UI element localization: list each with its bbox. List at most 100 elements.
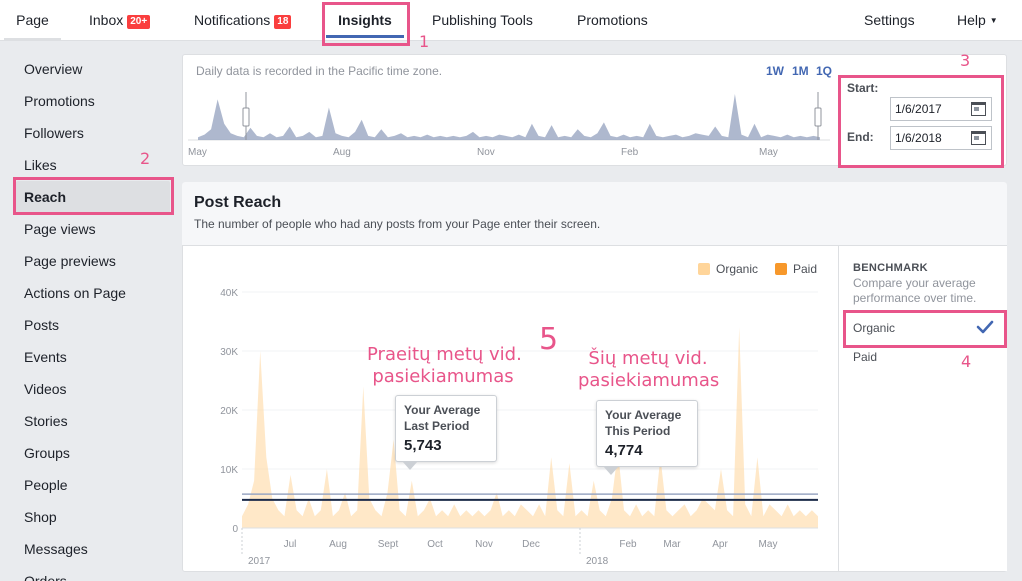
sidebar-item-shop[interactable]: Shop xyxy=(24,509,57,525)
annotation-last-period-note: Praeitų metų vid. pasiekiamumas xyxy=(367,344,522,388)
settings-label: Settings xyxy=(864,12,915,28)
sidebar-item-people[interactable]: People xyxy=(24,477,68,493)
sidebar-item-events[interactable]: Events xyxy=(24,349,67,365)
tab-label: Promotions xyxy=(577,12,648,28)
this-period-average-tooltip: Your Average This Period 4,774 xyxy=(596,400,698,475)
x-tick-label: Sept xyxy=(378,539,399,550)
top-navigation: Page Inbox 20+ Notifications 18 Insights P… xyxy=(0,0,1022,41)
timeline-minimap[interactable] xyxy=(188,88,830,144)
tab-promotions[interactable]: Promotions xyxy=(577,0,648,40)
tooltip-line: Your Average xyxy=(605,408,682,422)
benchmark-option-paid[interactable]: Paid xyxy=(853,350,878,364)
legend-paid[interactable]: Paid xyxy=(775,262,817,276)
legend-label: Organic xyxy=(716,262,759,276)
annotation-number: 3 xyxy=(960,51,971,70)
start-date-field[interactable]: 1/6/2017 xyxy=(890,97,992,121)
calendar-icon[interactable] xyxy=(971,102,986,116)
post-reach-chart: 0 10K 20K 30K 40K Jul Aug Sept Oct Nov Dec Feb Mar Ap… xyxy=(220,288,818,567)
calendar-icon[interactable] xyxy=(971,131,986,145)
sidebar-item-messages[interactable]: Messages xyxy=(24,541,88,557)
annotation-number: 2 xyxy=(140,149,151,168)
help-menu[interactable]: Help ▼ xyxy=(957,0,998,40)
annotation-highlight-benchmark xyxy=(843,310,1007,348)
x-tick-label: Nov xyxy=(475,539,493,550)
organic-series-area xyxy=(242,327,818,528)
y-tick-label: 30K xyxy=(220,347,238,358)
benchmark-option-organic[interactable]: Organic xyxy=(853,321,896,335)
sidebar-item-promotions[interactable]: Promotions xyxy=(24,93,95,109)
help-label: Help xyxy=(957,12,986,28)
tab-label: Insights xyxy=(338,12,392,28)
x-tick-label: Mar xyxy=(663,539,681,550)
sidebar-item-reach[interactable]: Reach xyxy=(16,181,170,213)
post-reach-description: The number of people who had any posts f… xyxy=(194,217,601,231)
checkmark-icon xyxy=(976,320,994,334)
sidebar-item-followers[interactable]: Followers xyxy=(24,125,84,141)
sidebar-item-posts[interactable]: Posts xyxy=(24,317,60,333)
annotation-line: Praeitų metų vid. xyxy=(367,344,522,365)
x-tick-label: Apr xyxy=(712,539,728,550)
legend-organic[interactable]: Organic xyxy=(698,262,758,276)
x-tick-label: Aug xyxy=(329,539,347,550)
tooltip-line: Your Average xyxy=(404,403,481,417)
minimap-series-area xyxy=(198,94,820,140)
year-label: 2017 xyxy=(248,556,271,567)
annotation-number: 1 xyxy=(419,32,430,51)
tab-notifications[interactable]: Notifications 18 xyxy=(194,0,292,40)
annotation-number: 5 xyxy=(539,322,559,357)
range-1q-button[interactable]: 1Q xyxy=(816,64,833,78)
last-period-average-tooltip: Your Average Last Period 5,743 xyxy=(395,395,497,470)
sidebar-item-stories[interactable]: Stories xyxy=(24,413,68,429)
notifications-badge: 18 xyxy=(274,15,292,29)
legend-swatch xyxy=(775,263,787,275)
settings-link[interactable]: Settings xyxy=(864,0,915,40)
x-tick-label: Jul xyxy=(284,539,297,550)
legend-swatch xyxy=(698,263,710,275)
sidebar-item-likes[interactable]: Likes xyxy=(24,157,57,173)
tab-publishing-tools[interactable]: Publishing Tools xyxy=(432,0,533,40)
tab-inbox[interactable]: Inbox 20+ xyxy=(89,0,151,40)
sidebar-item-orders[interactable]: Orders xyxy=(24,573,67,581)
sidebar-item-page-views[interactable]: Page views xyxy=(24,221,96,237)
x-tick-label: May xyxy=(759,539,778,550)
annotation-highlight-insights xyxy=(322,2,410,46)
minimap-month-label: Feb xyxy=(621,147,639,158)
range-1m-button[interactable]: 1M xyxy=(792,64,809,78)
minimap-month-label: Nov xyxy=(477,147,495,158)
tab-page[interactable]: Page xyxy=(4,0,61,40)
benchmark-description: Compare your average performance over ti… xyxy=(853,276,977,305)
inbox-badge: 20+ xyxy=(127,15,151,29)
tab-label: Inbox xyxy=(89,12,124,28)
x-tick-label: Feb xyxy=(619,539,637,550)
minimap-month-label: Aug xyxy=(333,147,351,158)
timeline-panel xyxy=(182,54,1007,166)
annotation-line: pasiekiamumas xyxy=(372,366,514,387)
tooltip-value: 5,743 xyxy=(404,437,442,454)
sidebar-item-overview[interactable]: Overview xyxy=(24,61,83,77)
end-date-value: 1/6/2018 xyxy=(895,131,942,145)
x-tick-label: Oct xyxy=(427,539,443,550)
y-tick-label: 0 xyxy=(232,524,238,535)
y-tick-label: 20K xyxy=(220,406,238,417)
post-reach-header xyxy=(182,182,1007,246)
benchmark-panel xyxy=(838,246,1007,571)
end-date-field[interactable]: 1/6/2018 xyxy=(890,126,992,150)
sidebar-item-videos[interactable]: Videos xyxy=(24,381,67,397)
timezone-note: Daily data is recorded in the Pacific ti… xyxy=(196,64,443,78)
minimap-right-handle xyxy=(814,107,822,127)
tab-insights[interactable]: Insights xyxy=(326,0,404,38)
minimap-month-label: May xyxy=(759,147,778,158)
sidebar-item-page-previews[interactable]: Page previews xyxy=(24,253,116,269)
annotation-number: 4 xyxy=(961,352,972,371)
tab-label: Notifications xyxy=(194,12,271,28)
benchmark-title: BENCHMARK xyxy=(853,262,928,274)
sidebar-item-actions-on-page[interactable]: Actions on Page xyxy=(24,285,126,301)
sidebar-item-groups[interactable]: Groups xyxy=(24,445,70,461)
y-tick-label: 10K xyxy=(220,465,238,476)
range-1w-button[interactable]: 1W xyxy=(766,64,784,78)
x-tick-label: Dec xyxy=(522,539,540,550)
sidebar: Overview Promotions Followers Likes Reac… xyxy=(0,41,178,581)
end-date-label: End: xyxy=(847,130,874,144)
annotation-line: Šių metų vid. xyxy=(588,348,708,369)
tooltip-line: Last Period xyxy=(404,419,470,433)
